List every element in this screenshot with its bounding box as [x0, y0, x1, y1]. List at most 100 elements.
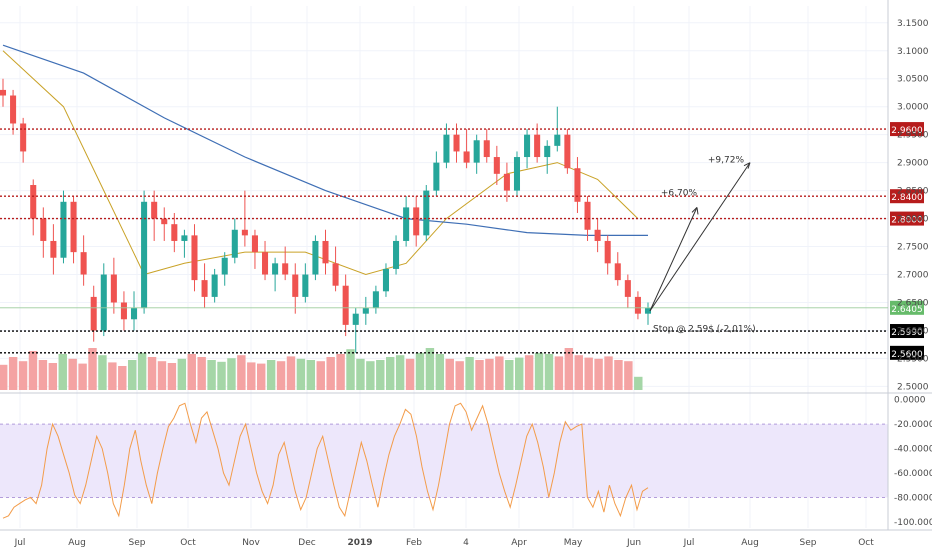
volume-bar	[276, 361, 286, 390]
price-tick-label: 2.9500	[897, 131, 929, 141]
candle-body	[393, 240, 400, 269]
level-label: 2.5600	[891, 350, 923, 360]
volume-bar	[505, 360, 514, 390]
candle-body	[372, 291, 379, 309]
volume-bar	[38, 360, 48, 390]
candle-body	[322, 240, 329, 264]
price-tick-label: 3.1500	[897, 19, 929, 29]
x-tick-label: Nov	[242, 538, 260, 548]
candle-body	[503, 173, 510, 191]
oscillator-band	[0, 424, 888, 498]
volume-bar	[395, 355, 405, 390]
candle-body	[382, 268, 389, 292]
volume-bar	[574, 355, 583, 390]
target-arrowhead-1	[691, 207, 699, 215]
candle-body	[352, 313, 359, 325]
x-tick-label: 2019	[347, 538, 372, 548]
candle-body	[70, 201, 77, 253]
volume-bar	[415, 352, 425, 390]
volume-bar	[8, 357, 18, 390]
volume-bar	[118, 366, 127, 390]
candle-body	[130, 308, 138, 320]
candle-body	[433, 162, 440, 191]
oscillator-tick-label: -100.0000	[894, 518, 932, 528]
candle-body	[120, 302, 127, 320]
price-tick-label: 3.0000	[897, 103, 929, 113]
candle-body	[362, 308, 369, 314]
volume-bar	[167, 363, 177, 390]
volume-bar	[425, 348, 435, 390]
volume-bar	[247, 362, 256, 390]
volume-bar	[326, 357, 335, 390]
candle-body	[624, 280, 631, 297]
candle-body	[201, 280, 208, 297]
candle-body	[584, 201, 591, 230]
volume-bar	[614, 360, 623, 390]
volume-bar	[604, 356, 613, 390]
volume-bar	[356, 358, 365, 390]
x-tick-label: Jun	[626, 538, 641, 548]
volume-bar	[624, 361, 633, 390]
candle-body	[644, 308, 652, 314]
candle-body	[524, 134, 531, 158]
volume-bar	[534, 352, 544, 390]
price-tick-label: 2.8500	[897, 187, 929, 197]
x-tick-label: Aug	[68, 538, 86, 548]
price-tick-label: 2.6500	[897, 298, 929, 308]
volume-bar	[405, 358, 415, 390]
volume-bar	[634, 376, 643, 390]
volume-bar	[296, 358, 306, 390]
oscillator-tick-label: 0.0000	[894, 396, 926, 406]
volume-bar	[286, 356, 296, 390]
candle-body	[221, 257, 228, 275]
volume-bar	[18, 361, 28, 390]
candle-body	[40, 218, 47, 241]
volume-bar	[455, 361, 464, 390]
candle-body	[483, 140, 490, 158]
volume-bar	[266, 360, 276, 390]
last-price-label: 2.6405	[891, 305, 923, 315]
candle-body	[634, 296, 641, 314]
price-tick-label: 2.5500	[897, 354, 929, 364]
price-tick-label: 2.6000	[897, 326, 929, 336]
volume-bar	[524, 355, 534, 390]
candle-body	[594, 229, 601, 241]
candle-body	[554, 134, 561, 146]
price-tick-label: 3.0500	[897, 75, 929, 85]
volume-bar	[386, 357, 395, 390]
candle-body	[403, 207, 410, 241]
candle-body	[10, 95, 17, 124]
volume-bar	[495, 356, 504, 390]
volume-bar	[227, 358, 236, 390]
price-tick-label: 2.7000	[897, 271, 929, 281]
volume-bar	[594, 358, 603, 390]
x-tick-label: Aug	[741, 538, 759, 548]
volume-bar	[58, 354, 67, 390]
candle-body	[564, 134, 571, 169]
volume-bar	[376, 360, 385, 390]
x-tick-label: Apr	[511, 538, 527, 548]
candle-body	[181, 235, 188, 241]
volume-bar	[207, 360, 216, 390]
volume-bar	[445, 358, 454, 390]
level-label-bg	[890, 211, 924, 226]
candle-body	[191, 235, 198, 281]
candle-body	[211, 274, 218, 297]
volume-bar	[515, 357, 524, 390]
candle-body	[604, 240, 611, 264]
volume-bar	[435, 354, 445, 390]
candle-body	[171, 224, 178, 241]
level-label: 2.9600	[891, 126, 923, 136]
x-tick-label: 4	[463, 538, 469, 548]
level-label-bg	[890, 324, 924, 339]
volume-bar	[0, 364, 8, 390]
volume-bar	[128, 360, 137, 390]
volume-bar	[564, 348, 574, 390]
candle-body	[463, 151, 470, 163]
candle-body	[0, 89, 7, 96]
volume-bar	[157, 361, 167, 390]
sma-blue-line	[2, 44, 648, 236]
candle-body	[614, 263, 621, 281]
candle-body	[443, 134, 450, 163]
